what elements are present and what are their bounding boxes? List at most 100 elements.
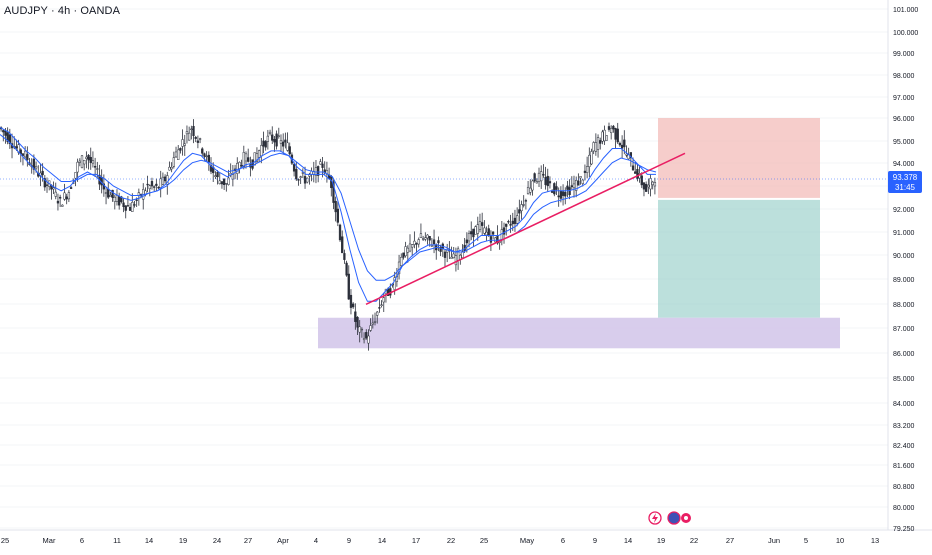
candle-body <box>360 328 364 331</box>
candle-body <box>358 326 361 333</box>
candle-body <box>96 168 99 170</box>
current-price-badge: 93.378 31:45 <box>888 171 922 193</box>
candle-body <box>553 183 556 195</box>
candle-body <box>561 191 565 196</box>
candle-body <box>172 157 175 167</box>
candle-body <box>133 204 136 206</box>
x-tick-label: 14 <box>145 536 153 545</box>
stop-loss-zone[interactable] <box>658 118 820 198</box>
candle-body <box>61 204 64 207</box>
x-tick-label: 22 <box>690 536 698 545</box>
candle-body <box>570 185 573 188</box>
candle-body <box>255 153 259 162</box>
demand-zone[interactable] <box>318 317 840 349</box>
candle-body <box>67 192 71 200</box>
candle-body <box>21 153 25 156</box>
x-tick-label: 13 <box>871 536 879 545</box>
candle-body <box>80 155 84 168</box>
x-tick-label: 25 <box>1 536 9 545</box>
candle-body <box>376 311 379 316</box>
candle-body <box>135 199 138 201</box>
candle-body <box>424 237 427 240</box>
candle-body <box>439 246 442 252</box>
candle-body <box>69 187 73 189</box>
candle-body <box>601 131 604 142</box>
candle-body <box>128 206 132 211</box>
price-axis[interactable]: 101.000 100.000 99.000 98.000 97.000 96.000 95… <box>893 7 918 533</box>
x-tick-label: 9 <box>347 536 351 545</box>
candle-body <box>150 181 154 187</box>
candle-body <box>415 243 418 245</box>
candle-body <box>58 196 62 199</box>
x-tick-label: 22 <box>447 536 455 545</box>
candle-body <box>319 161 322 165</box>
y-tick-label: 90.000 <box>893 253 915 260</box>
x-tick-label: Jun <box>768 536 780 545</box>
time-axis[interactable]: 25 Mar 6 11 14 19 24 27 Apr 4 9 14 17 22 25 May 6 9 14 19 22… <box>1 536 879 545</box>
candle-body <box>474 226 477 235</box>
candle-body <box>520 204 523 212</box>
candle-body <box>170 167 173 170</box>
candle-body <box>196 140 200 143</box>
y-tick-label: 86.000 <box>893 351 915 358</box>
candle-body <box>65 196 68 200</box>
zone-layer <box>318 118 840 349</box>
x-tick-label: 5 <box>804 536 808 545</box>
candle-body <box>288 146 291 155</box>
symbol-title[interactable]: AUDJPY · 4h · OANDA <box>4 5 121 17</box>
candle-body <box>118 196 121 206</box>
candle-body <box>23 150 27 158</box>
candle-body <box>421 238 425 240</box>
candle-body <box>452 253 455 258</box>
x-tick-label: May <box>520 536 534 545</box>
candle-body <box>378 307 381 309</box>
candle-body <box>166 175 169 185</box>
candle-body <box>417 239 420 245</box>
news-avatar-icon[interactable] <box>667 511 691 525</box>
candle-body <box>292 164 296 172</box>
candle-body <box>485 231 488 236</box>
candle-body <box>201 148 204 154</box>
candle-body <box>238 162 241 169</box>
take-profit-zone[interactable] <box>658 199 820 318</box>
candle-body <box>620 144 624 149</box>
candle-body <box>115 195 119 202</box>
candle-body <box>153 186 156 188</box>
candle-body <box>275 133 278 147</box>
candle-body <box>546 175 549 187</box>
candle-body <box>544 177 547 185</box>
candle-body <box>308 174 311 177</box>
candle-body <box>253 152 256 166</box>
candle-body <box>109 194 112 197</box>
candle-body <box>157 186 160 189</box>
candle-body <box>467 232 471 242</box>
candle-body <box>470 231 473 235</box>
candle-body <box>478 221 482 230</box>
candle-body <box>651 181 654 185</box>
candle-body <box>371 322 374 325</box>
candle-body <box>522 204 525 206</box>
candle-body <box>406 247 409 253</box>
lightning-icon[interactable] <box>648 511 662 525</box>
support-trendline[interactable] <box>365 152 686 306</box>
candle-body <box>91 160 95 164</box>
candle-body <box>408 243 412 252</box>
y-tick-label: 87.000 <box>893 326 915 333</box>
candle-body <box>89 156 92 163</box>
candle-body <box>487 228 490 237</box>
candle-body <box>214 175 217 177</box>
candle-body <box>205 155 208 158</box>
candle-body <box>623 139 626 148</box>
candle-body <box>583 170 587 173</box>
candle-body <box>251 159 254 169</box>
candle-body <box>341 236 344 254</box>
trendline-layer[interactable] <box>365 152 686 306</box>
candle-body <box>240 164 243 167</box>
candle-body <box>402 252 405 258</box>
candle-body <box>159 178 162 188</box>
candle-body <box>279 140 283 144</box>
candle-body <box>2 130 5 133</box>
x-tick-label: 10 <box>836 536 844 545</box>
